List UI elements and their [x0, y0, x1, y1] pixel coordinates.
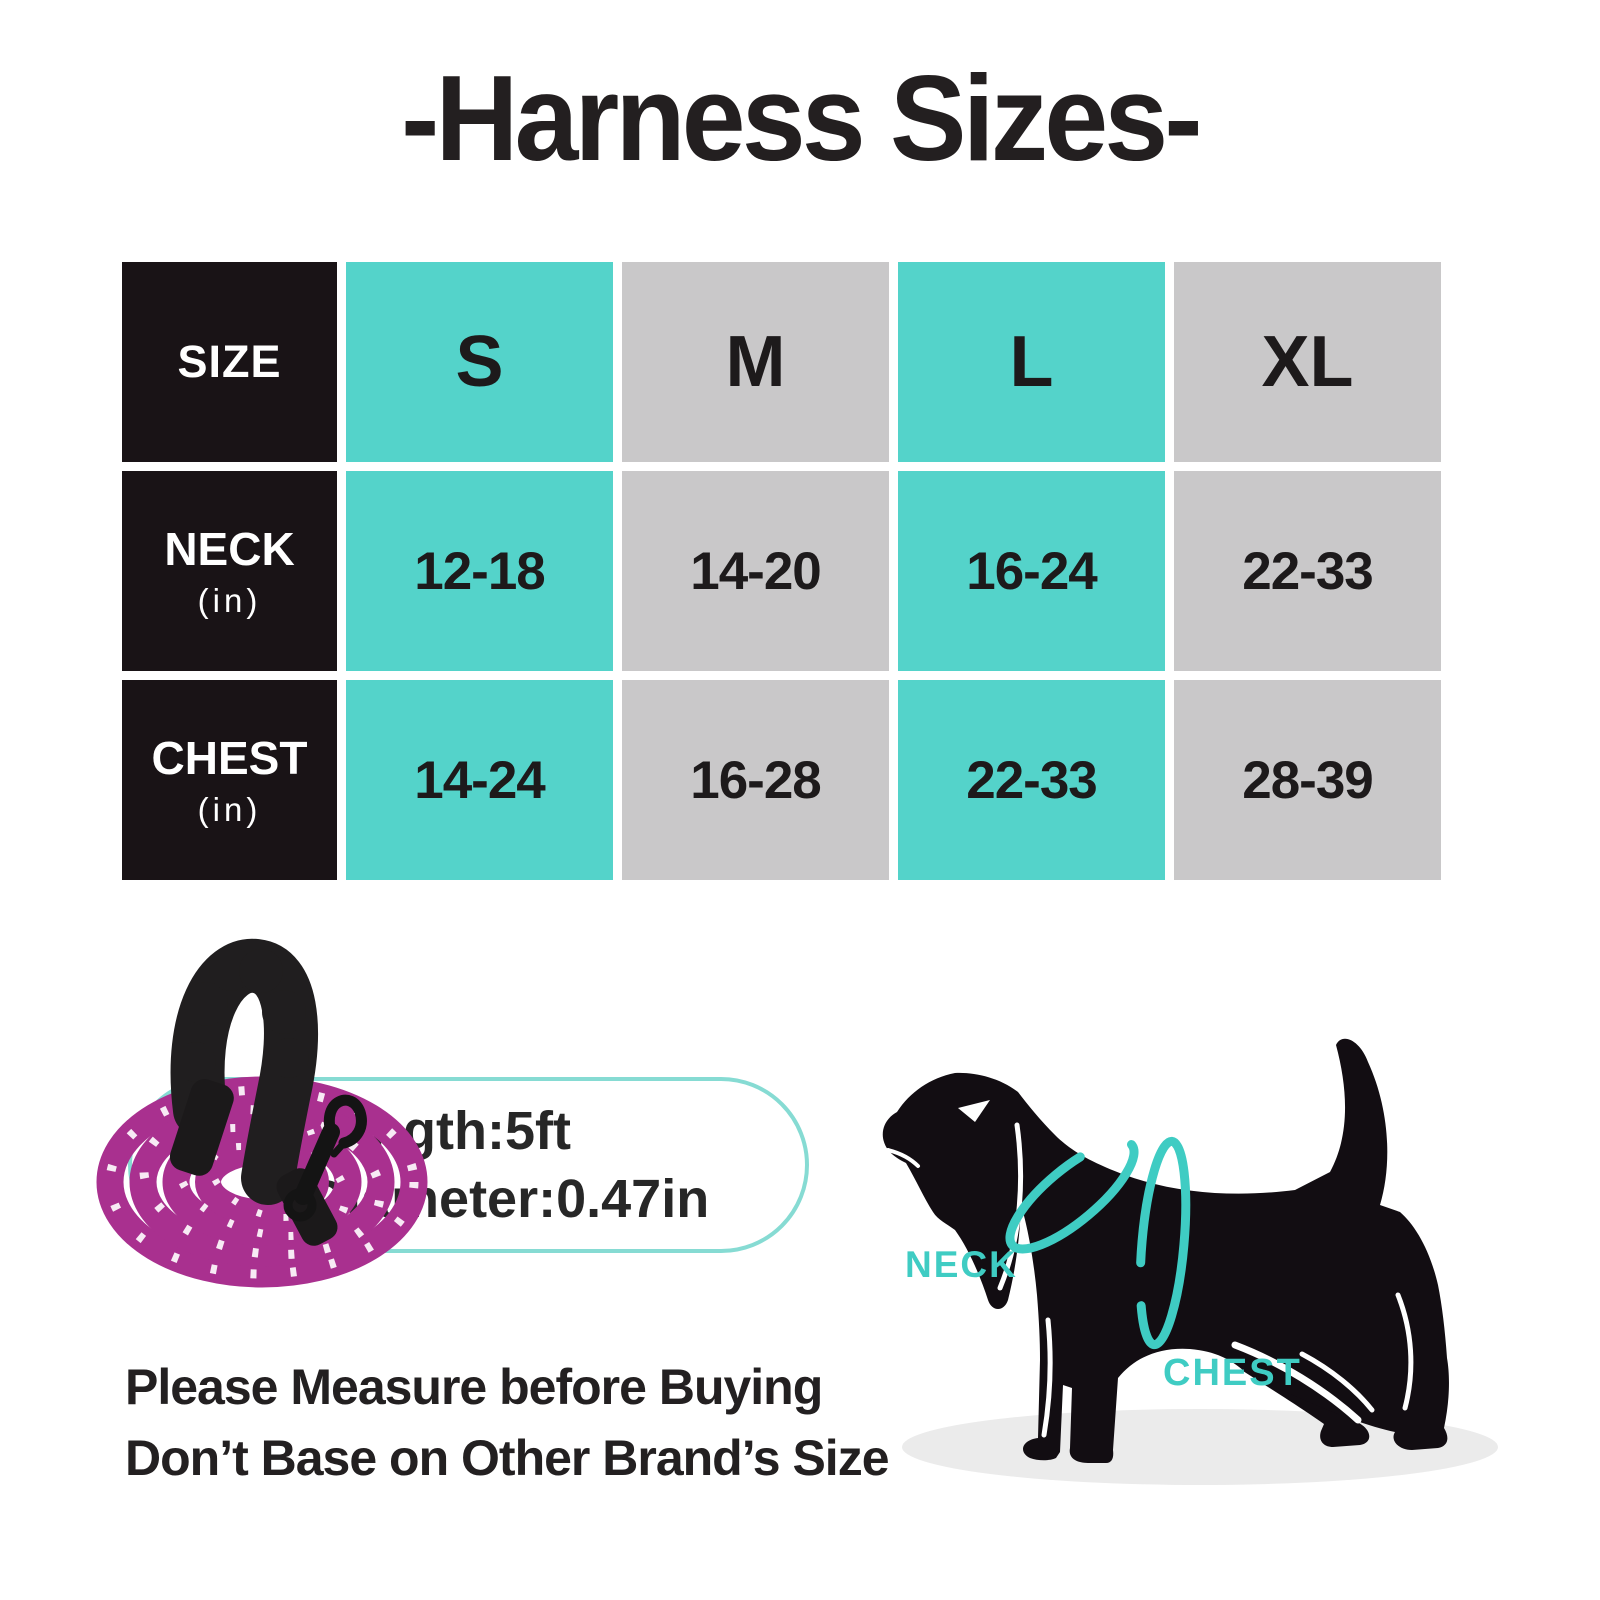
col-header-l: L [898, 262, 1165, 462]
harness-size-table: SIZE S M L XL NECK (in) 12-18 14-20 16-2… [122, 262, 1441, 880]
neck-row-unit: (in) [197, 582, 262, 619]
neck-value-xl: 22-33 [1174, 471, 1441, 671]
leash-handle [170, 938, 318, 1205]
neck-row-label: NECK [164, 523, 295, 575]
neck-measure-arc [1005, 1136, 1139, 1254]
neck-measure-label: NECK [905, 1244, 1018, 1285]
measure-note: Please Measure before Buying Don’t Base … [125, 1352, 890, 1494]
chest-value-l: 22-33 [898, 680, 1165, 880]
col-header-s: S [346, 262, 613, 462]
col-header-m: M [622, 262, 889, 462]
chest-measure-arc [1135, 1136, 1191, 1350]
chest-value-m: 16-28 [622, 680, 889, 880]
chest-row-unit: (in) [197, 791, 262, 828]
neck-value-s: 12-18 [346, 471, 613, 671]
page-title: -Harness Sizes- [401, 50, 1202, 186]
chest-value-xl: 28-39 [1174, 680, 1441, 880]
leash-sleeve-clasp [276, 1168, 338, 1246]
dog-silhouette-illustration [882, 1038, 1498, 1485]
corner-label: SIZE [177, 336, 282, 387]
table-corner-cell: SIZE [122, 262, 337, 462]
chest-measure-label: CHEST [1163, 1352, 1302, 1394]
row-header-neck: NECK (in) [122, 471, 337, 671]
chest-row-label: CHEST [151, 732, 308, 784]
neck-value-l: 16-24 [898, 471, 1165, 671]
neck-value-m: 14-20 [622, 471, 889, 671]
measure-note-line1: Please Measure before Buying [125, 1359, 823, 1415]
chest-value-s: 14-24 [346, 680, 613, 880]
dog-detail-lines [886, 1100, 1414, 1438]
col-header-xl: XL [1174, 262, 1441, 462]
rope-leash-illustration [96, 938, 428, 1288]
measure-note-line2: Don’t Base on Other Brand’s Size [125, 1430, 890, 1486]
leash-clasp [283, 1094, 367, 1222]
leash-sleeve-handle [169, 1079, 234, 1176]
row-header-chest: CHEST (in) [122, 680, 337, 880]
